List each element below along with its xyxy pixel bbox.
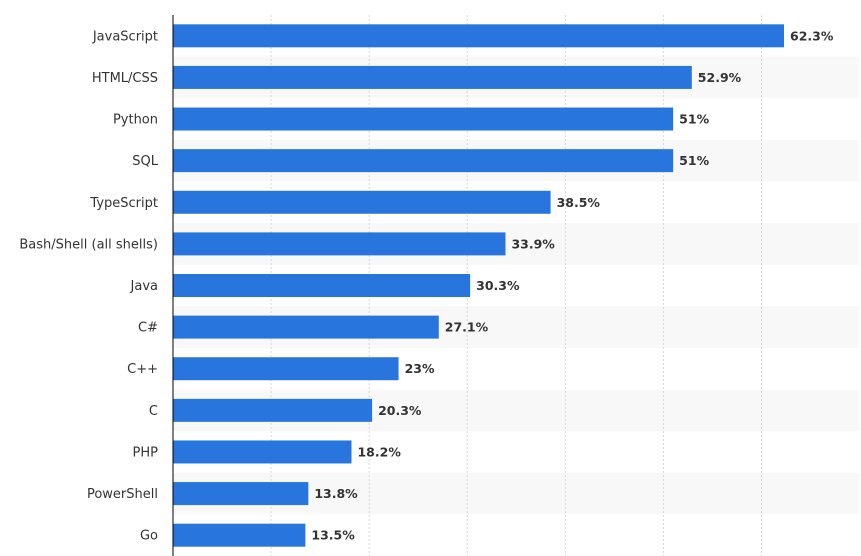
- value-label: 20.3%: [378, 403, 422, 418]
- value-label: 38.5%: [557, 195, 601, 210]
- category-labels: JavaScript HTML/CSS Python SQL TypeScript Bas…: [19, 29, 158, 543]
- bar-java: [173, 274, 471, 297]
- bar-c: [173, 357, 399, 381]
- bar-c: [173, 398, 373, 422]
- value-label: 62.3%: [790, 28, 834, 43]
- bars: [173, 24, 784, 547]
- category-label: SQL: [132, 154, 158, 169]
- value-label: 51%: [679, 112, 709, 127]
- bar-bash-shell-all-shells: [173, 232, 506, 256]
- bar-php: [173, 440, 352, 464]
- category-label: JavaScript: [92, 29, 158, 44]
- value-label: 27.1%: [445, 320, 489, 335]
- value-label: 23%: [405, 361, 435, 376]
- category-label: C#: [138, 321, 158, 336]
- bar-powershell: [173, 482, 309, 506]
- category-label: TypeScript: [89, 196, 158, 211]
- bar-html-css: [173, 65, 692, 89]
- bar-go: [173, 523, 306, 547]
- category-label: Python: [113, 113, 158, 128]
- category-label: Bash/Shell (all shells): [19, 237, 158, 252]
- bar-javascript: [173, 24, 784, 48]
- value-label: 30.3%: [476, 278, 520, 293]
- bar-sql: [173, 149, 674, 173]
- value-label: 52.9%: [698, 70, 742, 85]
- bar-typescript: [173, 190, 551, 214]
- value-label: 33.9%: [511, 236, 555, 251]
- category-label: Go: [140, 529, 158, 544]
- category-label: HTML/CSS: [92, 71, 158, 86]
- category-label: PowerShell: [87, 487, 158, 502]
- bar-c: [173, 315, 439, 339]
- category-label: C++: [127, 362, 158, 377]
- category-label: PHP: [133, 445, 159, 460]
- value-label: 18.2%: [357, 444, 401, 459]
- value-label: 13.5%: [311, 528, 355, 543]
- value-label: 13.8%: [314, 486, 358, 501]
- value-labels: 62.3% 52.9% 51% 51% 38.5% 33.9% 30.3% 27.1% 23% 2…: [311, 28, 833, 542]
- category-label: C: [149, 404, 158, 419]
- category-label: Java: [130, 279, 158, 294]
- value-label: 51%: [679, 153, 709, 168]
- bar-python: [173, 107, 674, 131]
